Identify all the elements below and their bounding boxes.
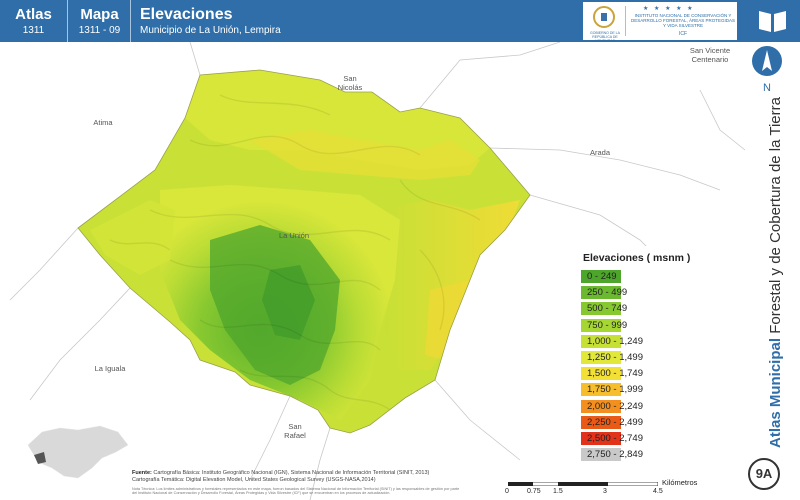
place-label-san-vicente: San Vicente Centenario: [682, 46, 738, 64]
legend-swatch: [581, 383, 621, 397]
mapa-number: 1311 - 09: [78, 25, 121, 36]
place-label-san-rafael: San Rafael: [275, 422, 315, 440]
legend-label: 1,750 - 1,999: [587, 384, 643, 396]
atlas-label: Atlas: [15, 6, 52, 23]
legend-label: 2,500 - 2,749: [587, 433, 643, 444]
place-label-la-iguala: La Iguala: [94, 364, 126, 373]
place-name-line: San Vicente: [689, 46, 731, 55]
legend-item: 2,500 - 2,749: [581, 432, 711, 445]
north-arrow-icon: [752, 46, 782, 76]
page-badge: 9A: [748, 458, 780, 490]
legend-swatch: [581, 399, 621, 413]
neighbor-boundaries: [9, 42, 745, 500]
scale-tick-label: 4.5: [653, 488, 663, 495]
elevation-legend: Elevaciones ( msnm ) 0 - 249 250 - 499 500…: [575, 246, 745, 476]
legend-label: 0 - 249: [587, 271, 617, 282]
elevation-raster: [78, 70, 530, 433]
scale-bar: [508, 482, 658, 486]
page-subtitle: Municipio de La Unión, Lempira: [140, 25, 281, 36]
place-name-line: San: [343, 74, 357, 83]
legend-label: 2,750 - 2,849: [587, 449, 643, 461]
legend-swatch: [581, 318, 621, 332]
mapa-label: Mapa: [80, 6, 119, 23]
legend-label: 1,000 - 1,249: [587, 335, 643, 347]
place-label-arada: Arada: [589, 148, 610, 157]
scale-tick-label: 0: [505, 488, 509, 495]
scale-unit: Kilómetros: [662, 478, 698, 487]
technical-note: Nota Técnica: Los límites administrativo…: [132, 487, 460, 496]
sources-note: Fuente: Cartografía Básica: Instituto Ge…: [132, 470, 452, 484]
atlas-number: 1311: [22, 25, 45, 36]
legend-swatch: [581, 302, 621, 316]
scale-tick-label: 1.5: [553, 488, 563, 495]
sources-line-1: Cartografía Básica: Instituto Geográfico…: [153, 470, 430, 476]
legend-swatch: [581, 334, 621, 348]
place-label-san-nicolas: San Nicolás: [330, 74, 370, 92]
legend-label: 250 - 499: [587, 287, 628, 299]
legend-label: 1,250 - 1,499: [587, 352, 643, 363]
legend-item: 500 - 749: [581, 302, 711, 316]
legend-swatch: [581, 448, 621, 462]
legend-swatch: [581, 286, 621, 300]
legend-item: 1,500 - 1,749: [581, 367, 711, 381]
legend-title: Elevaciones ( msnm ): [583, 252, 691, 264]
legend-item: 2,750 - 2,849: [581, 448, 711, 462]
sources-line-2: Cartografía Temática: Digital Elevation …: [132, 477, 376, 483]
legend-label: 2,000 - 2,249: [587, 400, 643, 412]
logo-right-text: INSTITUTO NACIONAL DE CONSERVACIÓN Y DES…: [631, 13, 735, 28]
legend-item: 1,250 - 1,499: [581, 351, 711, 364]
legend-item: 0 - 249: [581, 270, 711, 283]
legend-label: 1,500 - 1,749: [587, 368, 643, 380]
municipality-boundary: [77, 69, 531, 434]
place-name-line: San: [288, 422, 302, 431]
map-canvas: [9, 42, 745, 500]
legend-swatch: [581, 432, 621, 445]
honduras-inset-map: [27, 425, 129, 479]
place-name-line: Rafael: [284, 431, 306, 440]
legend-item: 2,250 - 2,499: [581, 415, 711, 429]
legend-label: 750 - 999: [587, 319, 628, 331]
north-label: N: [763, 82, 771, 94]
legend-item: 250 - 499: [581, 286, 711, 300]
logo-stars: ★ ★ ★ ★ ★: [643, 6, 695, 12]
atlas-vertical-title: Atlas Municipal Forestal y de Cobertura …: [767, 97, 784, 448]
honduras-seal-logo: [593, 6, 615, 28]
atlas-block: Atlas 1311: [0, 0, 68, 42]
place-name-line: Nicolás: [337, 83, 363, 92]
logo-right-abbr: ICF: [678, 31, 688, 37]
sources-label: Fuente:: [132, 470, 152, 476]
legend-swatch: [581, 367, 621, 381]
legend-item: 1,750 - 1,999: [581, 383, 711, 397]
legend-swatch: [581, 270, 621, 283]
mapa-block: Mapa 1311 - 09: [69, 0, 131, 42]
place-label-la-union: La Unión: [278, 231, 310, 240]
scale-tick-label: 3: [603, 488, 607, 495]
legend-swatch: [581, 351, 621, 364]
legend-item: 2,000 - 2,249: [581, 399, 711, 413]
institution-logos: GOBIERNO DE LA REPÚBLICA DE HONDURAS ★ ★…: [583, 2, 737, 43]
page-title: Elevaciones: [140, 6, 233, 23]
logo-divider: [625, 6, 626, 36]
legend-label: 500 - 749: [587, 303, 628, 315]
legend-item: 1,000 - 1,249: [581, 334, 711, 348]
place-label-atima: Atima: [93, 118, 113, 127]
legend-swatch: [581, 415, 621, 429]
legend-item: 750 - 999: [581, 318, 711, 332]
right-sidebar: [745, 0, 800, 500]
vertical-title-rest: Forestal y de Cobertura de la Tierra: [767, 97, 784, 338]
vertical-title-bold: Atlas Municipal: [767, 337, 784, 448]
open-book-icon: [745, 0, 800, 42]
legend-label: 2,250 - 2,499: [587, 416, 643, 428]
header-bar: Atlas 1311 Mapa 1311 - 09 Elevaciones Mu…: [0, 0, 745, 43]
scale-tick-label: 0.75: [527, 488, 541, 495]
place-name-line: Centenario: [691, 55, 729, 64]
logo-left-text: GOBIERNO DE LA REPÚBLICA DE HONDURAS: [590, 31, 620, 43]
